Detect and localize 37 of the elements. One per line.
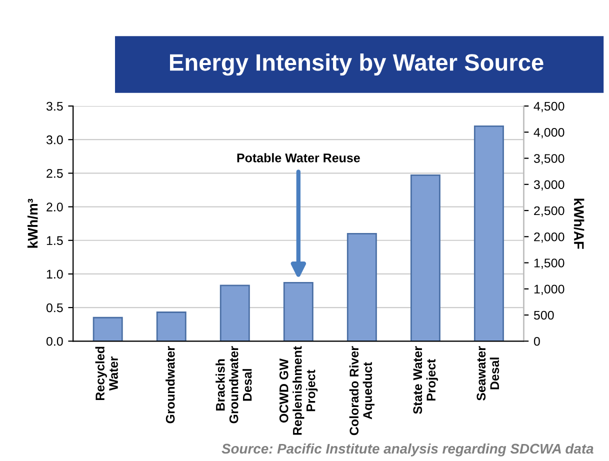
y-tick-label: 2.5 [46,169,63,178]
y2-axis-title: kWh/AF [574,198,584,249]
x-tick-label: Recycled Water [95,346,118,400]
y2-tick-label: 3,000 [534,180,564,191]
y-tick-label: 0.0 [46,336,63,346]
y2-tick-label: 4,500 [534,102,564,112]
bar [156,312,186,342]
bar [220,284,250,342]
x-tick-label: Brackish Groundwater Desal [216,346,252,424]
bar [283,282,314,342]
y2-tick-label: 2,500 [534,206,564,217]
x-tick-label: OCWD GW Replenishment Project [279,346,318,435]
y2-tick-label: 4,000 [534,128,564,138]
y2-tick-label: 3,500 [534,154,564,164]
y-tick-label: 1.0 [46,270,63,279]
y-tick-label: 3.0 [46,135,63,144]
y-tick-label: 2.0 [46,202,63,212]
annotation: Potable Water Reuse [237,153,360,162]
x-tick-label: Seawater Desal [476,346,500,401]
bar [346,232,377,342]
y2-tick-label: 1,500 [534,258,564,269]
x-tick-label: State Water Project [413,346,438,414]
y-tick-label: 1.5 [46,236,63,246]
source-note: Source: Pacific Institute analysis regarding SDCWA data [222,443,594,456]
y-axis-title: kWh/m³ [27,198,38,248]
y2-tick-label: 2,000 [534,232,564,243]
chart-title: Energy Intensity by Water Source [170,53,544,76]
y-tick-label: 0.5 [46,303,63,312]
bar [410,174,440,342]
x-tick-label: Groundwater [166,346,175,424]
y2-tick-label: 500 [534,310,554,320]
y2-tick-label: 0 [534,336,540,346]
bar [92,316,123,342]
y-tick-label: 3.5 [46,102,63,111]
y2-tick-label: 1,000 [534,284,564,296]
x-tick-label: Colorado River Aqueduct [349,346,374,436]
bar [474,125,504,342]
